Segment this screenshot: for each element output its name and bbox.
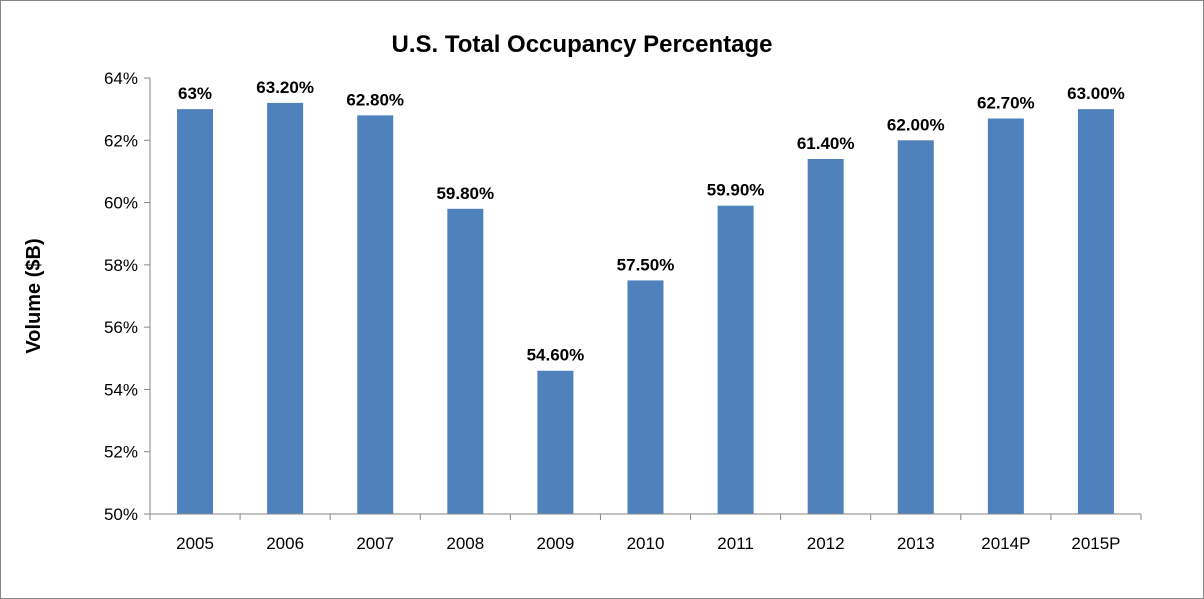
bar-value-label: 59.80% xyxy=(436,184,494,203)
bar xyxy=(1077,109,1114,515)
x-tick-label: 2013 xyxy=(897,534,935,553)
y-tick-label: 64% xyxy=(104,69,138,88)
bar-value-label: 62.00% xyxy=(887,115,945,134)
bar-value-label: 59.90% xyxy=(707,181,765,200)
bar xyxy=(807,158,844,514)
x-tick-label: 2014P xyxy=(981,534,1030,553)
y-tick-label: 54% xyxy=(104,380,138,399)
bar-value-label: 62.70% xyxy=(977,93,1035,112)
data-labels: 63% 63.20% 62.80% 59.80% 54.60% 57.50% 59.90% 6… xyxy=(178,78,1125,365)
bar xyxy=(537,370,574,514)
x-tick-label: 2005 xyxy=(176,534,214,553)
bar xyxy=(177,109,214,515)
y-axis-label: Volume ($B) xyxy=(23,238,45,353)
bar xyxy=(627,280,664,514)
bar-value-label: 63.20% xyxy=(256,78,314,97)
bar-value-label: 54.60% xyxy=(527,346,585,365)
bar xyxy=(357,115,394,514)
bar-value-label: 63% xyxy=(178,84,212,103)
bar-value-label: 62.80% xyxy=(346,90,404,109)
chart-title: U.S. Total Occupancy Percentage xyxy=(391,31,772,58)
bar xyxy=(267,102,304,515)
bar-value-label: 63.00% xyxy=(1067,84,1125,103)
x-tick-label: 2006 xyxy=(266,534,304,553)
x-tick-label: 2010 xyxy=(627,534,665,553)
bar xyxy=(447,208,484,515)
x-tick-label: 2012 xyxy=(807,534,845,553)
x-tick-label: 2015P xyxy=(1071,534,1120,553)
axes xyxy=(149,78,1141,515)
x-axis-ticks: 2005 2006 2007 2008 2009 2010 2011 2012 2013 2014… xyxy=(149,514,1142,553)
y-tick-label: 50% xyxy=(104,505,138,524)
x-tick-label: 2009 xyxy=(536,534,574,553)
x-tick-label: 2008 xyxy=(446,534,484,553)
bar-value-label: 57.50% xyxy=(617,255,675,274)
y-tick-label: 62% xyxy=(104,131,138,150)
bar xyxy=(897,140,934,515)
y-tick-label: 52% xyxy=(104,443,138,462)
x-tick-label: 2007 xyxy=(356,534,394,553)
bars xyxy=(177,102,1114,515)
y-tick-label: 60% xyxy=(104,194,138,213)
bar-value-label: 61.40% xyxy=(797,134,855,153)
bar xyxy=(987,118,1024,514)
x-tick-label: 2011 xyxy=(717,534,754,553)
bar xyxy=(717,205,754,514)
y-axis-ticks: 50% 52% 54% 56% 58% 60% 62% 64% xyxy=(104,69,150,524)
y-tick-label: 56% xyxy=(104,318,138,337)
y-tick-label: 58% xyxy=(104,256,138,275)
